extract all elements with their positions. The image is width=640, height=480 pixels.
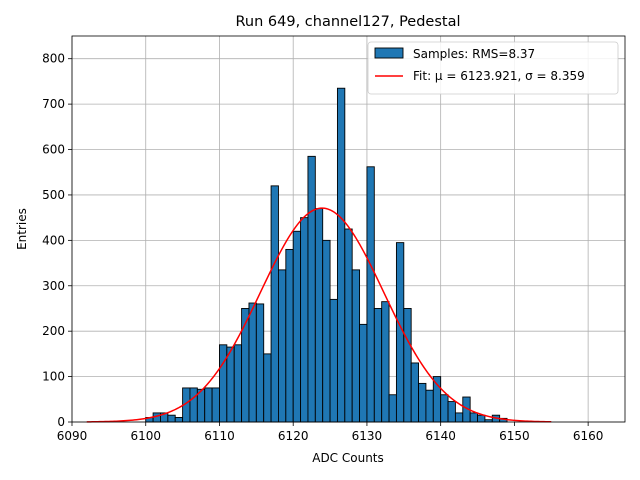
y-tick-label: 300 [42, 279, 65, 293]
y-axis-label: Entries [15, 208, 29, 250]
legend-fit-label: Fit: μ = 6123.921, σ = 8.359 [413, 69, 585, 83]
histogram-bar [248, 302, 257, 423]
x-tick-label: 6090 [57, 429, 88, 443]
histogram-bar [477, 414, 486, 423]
x-tick-label: 6160 [573, 429, 604, 443]
histogram-bar [373, 308, 383, 423]
legend-histogram-label: Samples: RMS=8.37 [413, 47, 535, 61]
histogram-bar [167, 414, 176, 423]
histogram-bar [278, 269, 287, 423]
histogram-bar [174, 417, 184, 423]
plot-frame [71, 35, 626, 423]
y-tick-label: 100 [42, 370, 65, 384]
histogram-bar [454, 412, 464, 423]
y-tick-label: 700 [42, 97, 65, 111]
histogram-bar [469, 412, 478, 423]
histogram-bar [263, 353, 272, 423]
histogram-bar [388, 394, 397, 423]
histogram-bar [189, 387, 198, 423]
histogram-bar [351, 269, 361, 423]
x-tick-label: 6120 [278, 429, 309, 443]
histogram-bar [204, 387, 213, 423]
histogram-bar [366, 166, 375, 423]
histogram-bar [344, 228, 353, 423]
histogram-bar [440, 394, 449, 423]
histogram-bar [381, 301, 390, 423]
chart-title: Run 649, channel127, Pedestal [235, 14, 460, 30]
histogram-bar [403, 308, 412, 423]
x-tick-label: 6150 [499, 429, 530, 443]
histogram-bar [226, 346, 235, 423]
histogram-bar [425, 389, 434, 423]
y-tick-label: 400 [42, 233, 65, 247]
histogram-bar [241, 308, 250, 423]
histogram-bar [211, 387, 220, 423]
histogram-bar [285, 248, 294, 423]
x-tick-label: 6100 [130, 429, 161, 443]
y-tick-label: 600 [42, 143, 65, 157]
histogram-bar [336, 87, 346, 423]
y-tick-label: 500 [42, 188, 65, 202]
histogram-bar [219, 344, 228, 423]
histogram-bar [255, 303, 265, 423]
x-tick-label: 6130 [352, 429, 383, 443]
legend-histogram-swatch [374, 47, 404, 59]
legend: Samples: RMS=8.37 Fit: μ = 6123.921, σ =… [367, 41, 619, 95]
x-tick-label: 6140 [425, 429, 456, 443]
y-axis-ticks: 0 100 200 300 400 500 600 700 800 [42, 52, 72, 429]
x-axis-label: ADC Counts [312, 451, 384, 465]
histogram-bar [322, 239, 331, 423]
histogram-bar [329, 298, 338, 423]
x-tick-label: 6110 [204, 429, 235, 443]
y-tick-label: 800 [42, 52, 65, 66]
histogram-bar [300, 217, 309, 423]
histogram-bar [233, 344, 243, 423]
gaussian-fit-curve [86, 207, 552, 423]
histogram-bar [307, 155, 316, 423]
histogram-bar [314, 208, 324, 423]
histogram-bar [410, 362, 419, 423]
histogram-bar [292, 230, 302, 423]
histogram-bar [447, 401, 456, 423]
histogram-bar [418, 382, 427, 423]
histogram-bar [270, 185, 279, 423]
y-tick-label: 0 [57, 415, 65, 429]
histogram-bars [145, 87, 508, 423]
x-axis-ticks: 6090 6100 6110 6120 6130 6140 6150 6160 [57, 422, 604, 443]
y-tick-label: 200 [42, 324, 65, 338]
histogram-bar [359, 323, 368, 423]
legend-box [367, 41, 619, 95]
